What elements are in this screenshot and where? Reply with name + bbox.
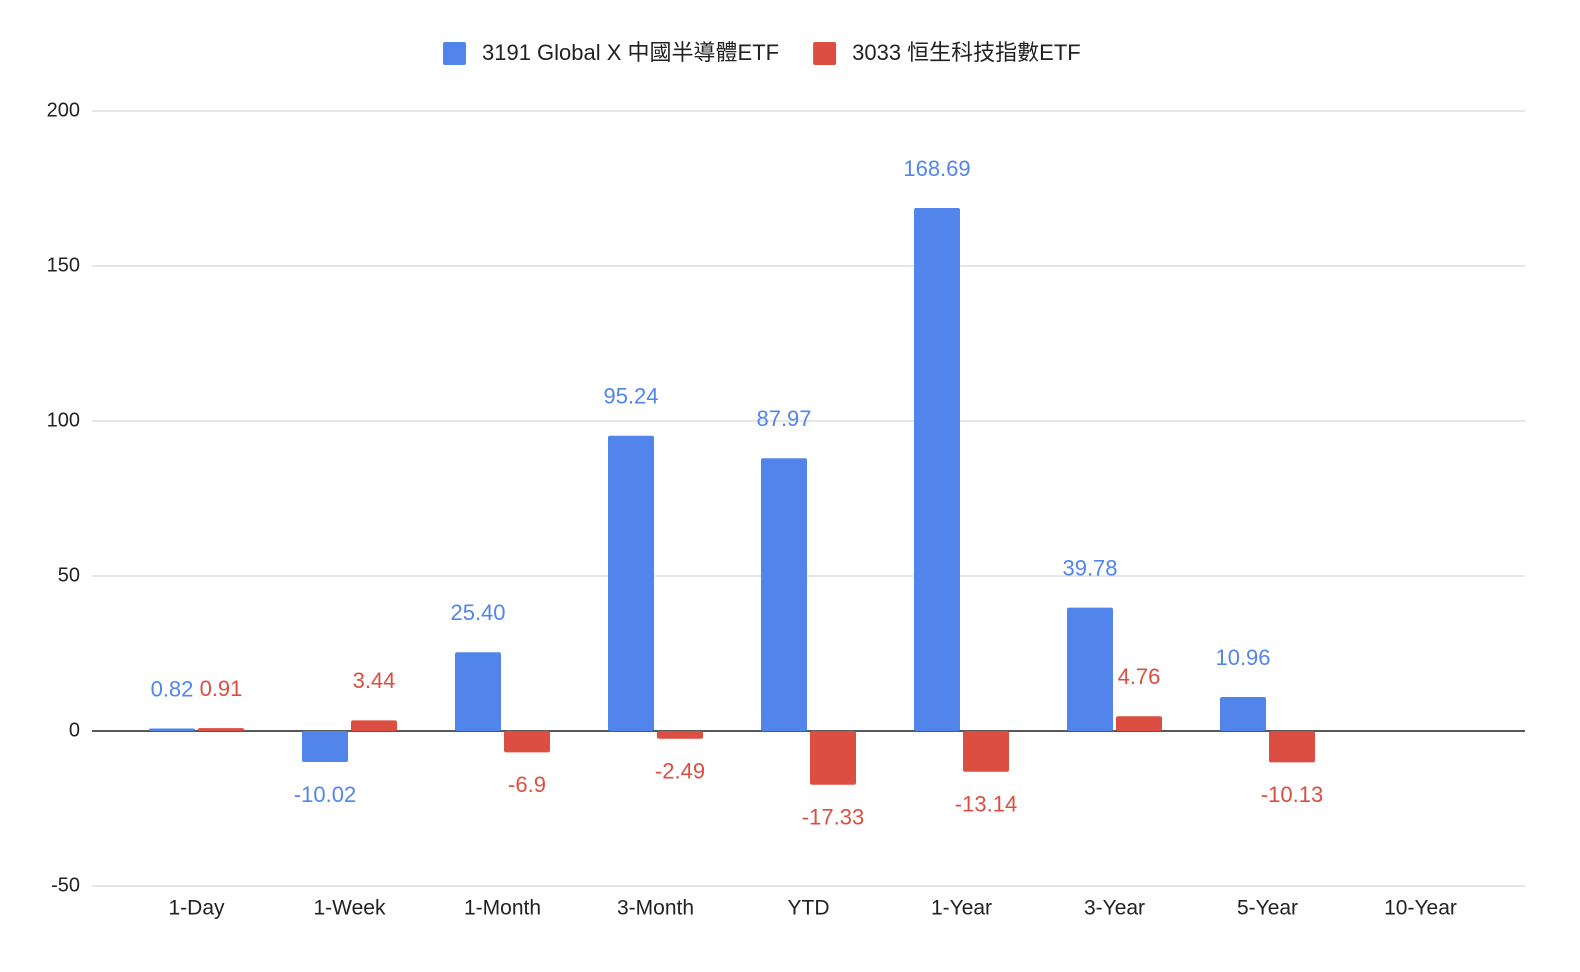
bar [504,731,550,753]
data-label: 0.82 [151,676,194,701]
data-label: 4.76 [1118,664,1161,689]
data-label: 87.97 [756,406,811,431]
data-label: 39.78 [1062,555,1117,580]
legend-label: 3191 Global X 中國半導體ETF [482,40,779,65]
legend-swatch [443,42,466,65]
y-tick-label: 0 [69,719,80,741]
x-tick-label: 10-Year [1384,897,1457,920]
data-label: 10.96 [1215,645,1270,670]
data-label: -10.02 [294,782,356,807]
y-tick-label: 50 [58,564,80,586]
data-label: 3.44 [353,668,396,693]
y-tick-label: 150 [47,254,80,276]
bar [1116,716,1162,731]
bar [198,728,244,731]
x-tick-label: YTD [788,897,830,920]
data-label: 168.69 [903,156,970,181]
data-label: 25.40 [450,600,505,625]
y-tick-label: 100 [47,409,80,431]
bar [455,652,501,731]
bar [149,728,195,731]
x-tick-label: 1-Year [931,897,992,920]
y-tick-label: -50 [51,874,80,896]
data-label: -17.33 [802,805,864,830]
x-tick-label: 5-Year [1237,897,1298,920]
data-label: -6.9 [508,772,546,797]
bar [761,458,807,731]
bar [963,731,1009,772]
x-tick-label: 1-Month [464,897,541,920]
data-label: 0.91 [200,676,243,701]
data-label: -13.14 [955,792,1017,817]
data-label: 95.24 [603,384,658,409]
bar [657,731,703,739]
bar [810,731,856,785]
legend-label: 3033 恒生科技指數ETF [852,40,1081,65]
x-tick-label: 1-Week [314,897,386,920]
bar [1220,697,1266,731]
x-tick-label: 3-Year [1084,897,1145,920]
legend-swatch [813,42,837,65]
x-tick-label: 1-Day [168,897,225,920]
x-tick-label: 3-Month [617,897,694,920]
bar [1067,607,1113,731]
bar [351,720,397,731]
bar [302,731,348,763]
data-label: -2.49 [655,759,705,784]
bar [608,435,654,731]
data-label: -10.13 [1261,782,1323,807]
y-tick-label: 200 [47,99,80,121]
bar [914,208,960,731]
bar [1269,731,1315,763]
